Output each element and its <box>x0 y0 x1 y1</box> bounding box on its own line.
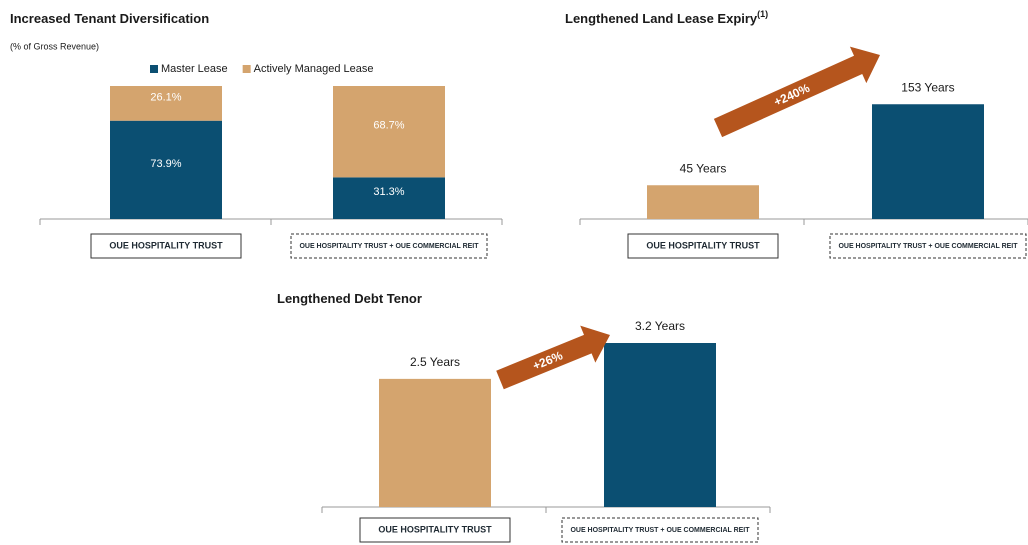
category-logo: OUE HOSPITALITY TRUST + OUE COMMERCIAL R… <box>838 243 1018 250</box>
category-logo: OUE HOSPITALITY TRUST <box>109 240 223 250</box>
arrow-shape <box>496 325 610 390</box>
value-label: 73.9% <box>150 158 181 170</box>
bar-segment <box>110 120 222 219</box>
logo-box-dashed <box>290 233 488 259</box>
legend-label: Master Lease <box>161 63 228 75</box>
arrow-shape <box>713 46 880 138</box>
bar <box>604 343 716 507</box>
title-note: (1) <box>757 9 768 19</box>
bar <box>872 104 984 219</box>
bar-segment <box>110 86 222 121</box>
value-label: 45 Years <box>680 161 727 175</box>
chart-title: Increased Tenant Diversification <box>10 11 209 26</box>
growth-arrow: +240% <box>713 46 880 138</box>
chart-title-text: Increased Tenant Diversification <box>10 11 209 26</box>
value-label: 31.3% <box>373 186 404 198</box>
value-label: 26.1% <box>150 91 181 103</box>
chart-title: Lengthened Land Lease Expiry(1) <box>565 9 768 26</box>
growth-arrow: +26% <box>496 325 610 390</box>
value-label: 153 Years <box>901 80 954 94</box>
category-logo: OUE HOSPITALITY TRUST + OUE COMMERCIAL R… <box>570 527 750 534</box>
logo-box-dashed <box>561 517 759 543</box>
logo-box <box>627 233 779 259</box>
logo-box <box>359 517 511 543</box>
bar <box>379 378 491 507</box>
legend-swatch <box>150 65 158 73</box>
chart-title: Lengthened Debt Tenor <box>277 291 422 306</box>
chart-subtitle: (% of Gross Revenue) <box>10 41 99 51</box>
logo-box <box>90 233 242 259</box>
category-logo: OUE HOSPITALITY TRUST <box>378 524 492 534</box>
category-logo: OUE HOSPITALITY TRUST <box>646 240 760 250</box>
logo-box-dashed <box>829 233 1027 259</box>
chart-title-text: Lengthened Land Lease Expiry <box>565 11 758 26</box>
value-label: 2.5 Years <box>410 355 460 369</box>
legend-swatch <box>242 65 251 73</box>
bar-segment <box>333 86 445 178</box>
chart-title-text: Lengthened Debt Tenor <box>277 291 422 306</box>
value-label: 68.7% <box>373 120 404 132</box>
value-label: 3.2 Years <box>635 319 685 333</box>
bar-segment <box>333 177 445 219</box>
category-logo: OUE HOSPITALITY TRUST + OUE COMMERCIAL R… <box>299 243 479 250</box>
bar <box>647 185 759 219</box>
legend-label: Actively Managed Lease <box>254 63 374 75</box>
